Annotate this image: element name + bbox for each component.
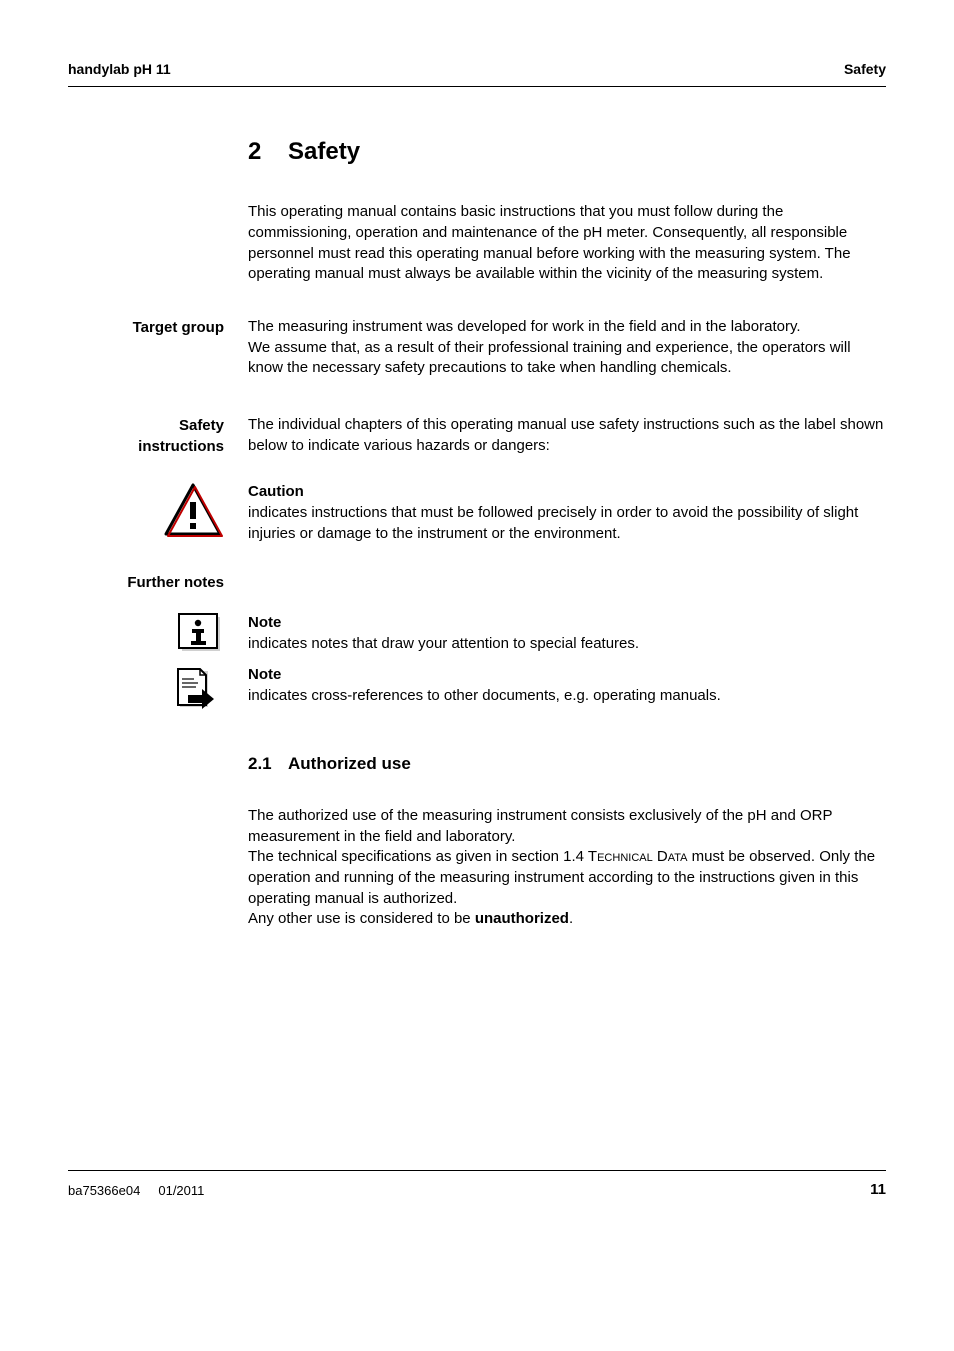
further-notes-label: Further notes [68,572,248,593]
caution-text: indicates instructions that must be foll… [248,504,858,542]
caution-row: Caution indicates instructions that must… [68,482,886,558]
chapter-title: Safety [288,135,360,169]
authuse-p2c: D [653,848,668,865]
safety-label2: instructions [138,438,224,455]
spacer [68,806,248,930]
target-group-p1: The measuring instrument was developed f… [248,317,886,338]
authuse-p2: The technical specifications as given in… [248,847,886,909]
caution-block: Caution indicates instructions that must… [248,482,886,544]
authuse-heading-row: 2.1 Authorized use [68,752,886,792]
note-icons [68,613,248,724]
header-product: handylab pH 11 [68,60,171,80]
safety-instr-row: Safety instructions The individual chapt… [68,415,886,474]
authuse-body-row: The authorized use of the measuring inst… [68,806,886,930]
chapter-number: 2 [248,135,288,169]
document-arrow-icon [172,663,224,715]
header-section: Safety [844,60,886,80]
target-group-row: Target group The measuring instrument wa… [68,317,886,397]
caution-triangle-icon [162,482,224,538]
note1-block: Note indicates notes that draw your atte… [248,613,886,654]
authuse-p1: The authorized use of the measuring inst… [248,806,886,847]
note2-text: indicates cross-references to other docu… [248,687,721,704]
authuse-p2b: echnical [597,848,653,865]
authuse-p2d: ata [668,848,688,865]
further-notes-row: Further notes [68,572,886,593]
page-footer: ba75366e04 01/2011 11 [68,1170,886,1200]
safety-label1: Safety [179,417,224,434]
authuse-title: Authorized use [288,752,411,776]
info-icon [178,613,224,655]
spacer [68,135,248,189]
authuse-p2a: The technical specifications as given in… [248,848,597,865]
safety-instr-label: Safety instructions [68,415,248,474]
authuse-p3b: unauthorized [475,910,569,927]
footer-page-number: 11 [870,1179,886,1200]
intro-text: This operating manual contains basic ins… [248,202,886,285]
note2-block: Note indicates cross-references to other… [248,665,886,706]
target-group-label: Target group [68,317,248,397]
target-group-p2: We assume that, as a result of their pro… [248,338,886,379]
spacer [68,202,248,303]
notes-row: Note indicates notes that draw your atte… [68,613,886,724]
authuse-p3a: Any other use is considered to be [248,910,475,927]
authuse-p3c: . [569,910,573,927]
safety-instr-text: The individual chapters of this operatin… [248,415,886,456]
caution-title: Caution [248,483,304,500]
authuse-heading: 2.1 Authorized use [248,752,886,776]
chapter-heading-row: 2 Safety [68,135,886,189]
note1-text: indicates notes that draw your attention… [248,635,639,652]
caution-icon-cell [68,482,248,558]
authuse-p3: Any other use is considered to be unauth… [248,909,886,930]
note2-title: Note [248,666,281,683]
intro-row: This operating manual contains basic ins… [68,202,886,303]
page-header: handylab pH 11 Safety [68,60,886,87]
note1-title: Note [248,614,281,631]
spacer [68,752,248,792]
footer-left: ba75366e04 01/2011 [68,1182,204,1200]
chapter-heading: 2 Safety [248,135,886,189]
authuse-num: 2.1 [248,752,288,776]
